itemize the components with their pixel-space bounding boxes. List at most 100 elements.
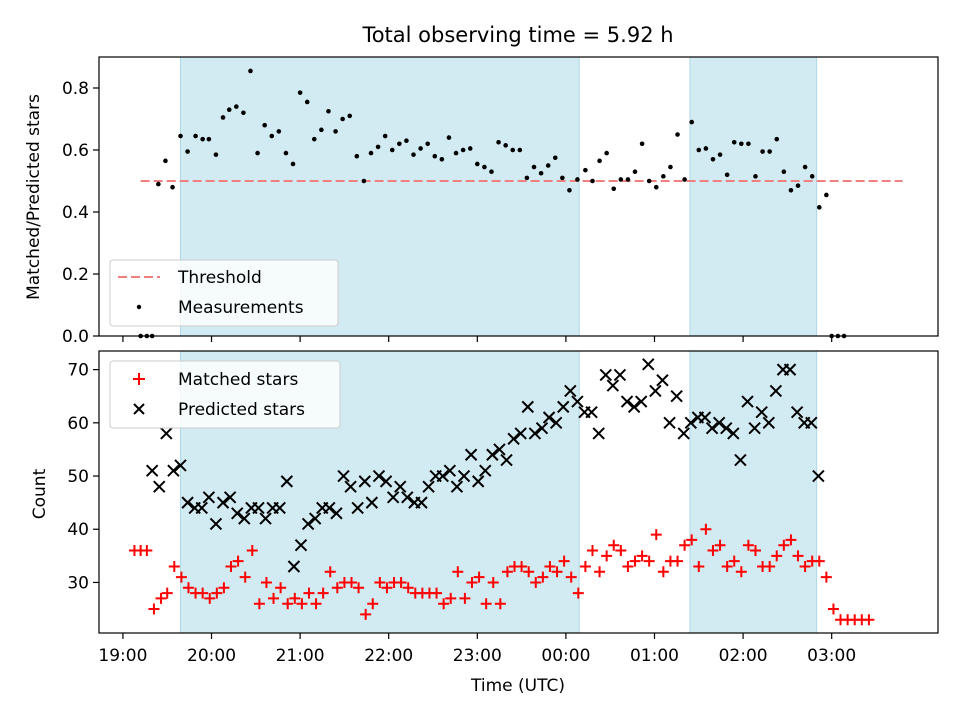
predicted-star-marker: [606, 379, 620, 392]
predicted-star-marker: [705, 421, 719, 435]
measurement-point: [489, 169, 494, 174]
x-tick-label: 20:00: [187, 646, 236, 666]
measurement-point: [689, 119, 695, 125]
predicted-star-marker: [287, 560, 301, 573]
predicted-star-marker: [479, 464, 492, 477]
legend-threshold-label: Threshold: [177, 268, 262, 288]
predicted-star-marker: [401, 491, 414, 504]
predicted-star-marker: [209, 517, 223, 531]
x-tick-label: 00:00: [541, 646, 590, 666]
measurement-point: [226, 107, 232, 112]
predicted-star-marker: [783, 363, 797, 376]
matched-star-marker: [657, 566, 669, 578]
matched-star-marker: [324, 566, 336, 578]
bottom-plot-frame: [98, 350, 939, 634]
matched-star-marker: [707, 545, 719, 557]
predicted-star-marker: [358, 475, 371, 488]
predicted-star-marker: [273, 501, 286, 515]
measurement-point: [193, 133, 198, 139]
shaded-span-1: [689, 350, 818, 634]
measurement-point: [503, 143, 508, 148]
predicted-star-marker: [805, 416, 818, 430]
measurement-point: [248, 68, 253, 74]
measurement-point: [632, 169, 638, 174]
measurement-point: [575, 177, 580, 182]
predicted-star-marker: [301, 517, 315, 531]
measurement-point: [241, 110, 246, 116]
predicted-star-marker: [571, 395, 584, 408]
matched-star-marker: [310, 598, 322, 610]
bottom-panel: 30 40 50 60 70 19:00 20:00 21:00 22:00 23:00 00:0…: [30, 350, 939, 696]
measurement-point: [583, 167, 588, 173]
measurement-point: [404, 138, 409, 143]
predicted-star-marker: [394, 480, 407, 493]
measurement-point: [710, 157, 716, 162]
matched-star-marker: [565, 571, 577, 583]
measurement-point: [333, 129, 338, 134]
predicted-star-marker: [790, 405, 804, 419]
measurement-point: [567, 188, 572, 193]
predicted-star-marker: [145, 464, 159, 477]
matched-star-marker: [148, 603, 160, 615]
x-axis-label: Time (UTC): [470, 676, 565, 696]
predicted-star-marker: [372, 469, 386, 483]
y-tick-label: 50: [67, 467, 89, 487]
predicted-star-marker: [514, 427, 527, 440]
matched-star-marker: [353, 582, 365, 594]
matched-star-marker: [239, 571, 251, 583]
measurement-point: [731, 139, 737, 145]
top-y-axis-label: Matched/Predicted stars: [24, 94, 44, 300]
matched-star-marker: [211, 587, 223, 599]
matched-star-marker: [863, 614, 875, 626]
matched-star-marker: [572, 587, 584, 599]
matched-star-marker: [778, 539, 790, 551]
measurement-point: [283, 150, 289, 156]
predicted-star-marker: [769, 384, 783, 398]
measurement-point: [816, 205, 822, 210]
predicted-star-marker: [167, 464, 180, 477]
predicted-star-marker: [386, 491, 400, 504]
matched-star-marker: [381, 582, 393, 594]
measurement-point: [531, 164, 537, 170]
measurement-point: [639, 141, 645, 147]
predicted-star-marker: [344, 480, 357, 493]
matched-star-marker: [700, 523, 712, 535]
predicted-star-markers: [145, 358, 825, 573]
matched-star-marker: [232, 555, 244, 567]
predicted-star-marker: [330, 507, 343, 520]
measurement-point: [482, 164, 487, 170]
matched-star-marker: [764, 560, 776, 572]
predicted-star-marker: [379, 475, 393, 488]
predicted-star-marker: [592, 427, 605, 440]
matched-star-marker: [749, 545, 761, 557]
x-tick-label: 23:00: [453, 646, 502, 666]
predicted-star-marker: [160, 427, 173, 440]
predicted-star-marker: [684, 416, 698, 430]
predicted-star-marker: [351, 501, 364, 515]
matched-star-markers: [128, 523, 875, 626]
measurement-point: [781, 169, 787, 174]
matched-star-marker: [551, 566, 563, 578]
measurement-point: [767, 149, 772, 154]
matched-star-marker: [452, 566, 464, 578]
measurement-point: [213, 152, 219, 157]
predicted-star-marker: [528, 427, 542, 440]
predicted-star-marker: [535, 421, 549, 435]
y-tick-label: 60: [67, 414, 89, 434]
matched-star-marker: [253, 598, 265, 610]
predicted-star-marker: [698, 411, 712, 424]
matched-star-marker: [820, 571, 832, 583]
predicted-star-marker: [762, 416, 775, 430]
measurement-point: [467, 146, 473, 151]
predicted-star-marker: [443, 464, 457, 477]
matched-star-marker: [445, 592, 457, 604]
measurement-point: [290, 161, 296, 167]
measurement-point: [220, 115, 226, 120]
predicted-star-marker: [642, 358, 655, 371]
matched-star-marker: [586, 545, 598, 557]
matched-star-marker: [792, 550, 804, 562]
y-tick-label: 0.6: [62, 141, 89, 161]
predicted-star-marker: [153, 480, 166, 493]
predicted-star-marker: [259, 512, 272, 525]
matched-star-marker: [771, 550, 783, 562]
